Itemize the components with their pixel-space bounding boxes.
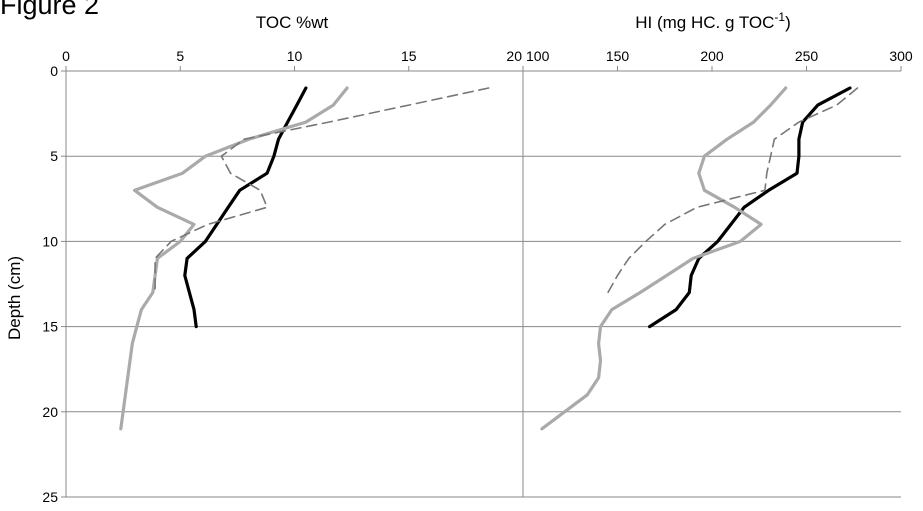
hi-xaxis-title: HI (mg HC. g TOC-1) (635, 10, 791, 32)
hi-xtick-label-150: 150 (606, 48, 630, 64)
toc-ytick-label-5: 5 (50, 148, 58, 164)
hi-xtick-label-250: 250 (795, 48, 819, 64)
toc-ytick-label-25: 25 (42, 489, 58, 505)
hi-series-1-line (540, 86, 788, 431)
hi-xtick-label-200: 200 (700, 48, 724, 64)
toc-panel: 0 5 10 15 20 0 5 10 15 20 25 TOC %wt Depth (cm) (5, 13, 524, 505)
toc-xtick-label-0: 0 (62, 48, 70, 64)
toc-ytick-label-10: 10 (42, 233, 58, 249)
toc-ytick-label-0: 0 (50, 63, 58, 79)
figure-label: Figure 2 (0, 0, 100, 20)
hi-xaxis-title-superscript: -1 (774, 10, 785, 24)
toc-xtick-label-15: 15 (401, 48, 417, 64)
toc-xtick-label-20: 20 (506, 48, 522, 64)
toc-xaxis-title: TOC %wt (256, 13, 329, 32)
toc-series-1-line (119, 86, 349, 431)
hi-xaxis-title-close: ) (785, 13, 791, 32)
toc-ytick-label-20: 20 (42, 404, 58, 420)
hi-xaxis-title-main: HI (mg HC. g TOC (635, 13, 774, 32)
toc-series-0-line (183, 86, 308, 329)
hi-series-0-line (647, 86, 852, 329)
toc-ytick-label-15: 15 (42, 319, 58, 335)
hi-series-2-line (607, 87, 859, 294)
toc-xtick-label-5: 5 (176, 48, 184, 64)
hi-xtick-label-300: 300 (889, 48, 913, 64)
toc-series-2-line (154, 87, 490, 294)
toc-xtick-label-10: 10 (287, 48, 303, 64)
hi-xtick-label-100: 100 (526, 48, 550, 64)
toc-yaxis-title: Depth (cm) (5, 256, 24, 340)
hi-panel: 100 150 200 250 300 HI (mg HC. g TOC-1) (522, 10, 913, 498)
